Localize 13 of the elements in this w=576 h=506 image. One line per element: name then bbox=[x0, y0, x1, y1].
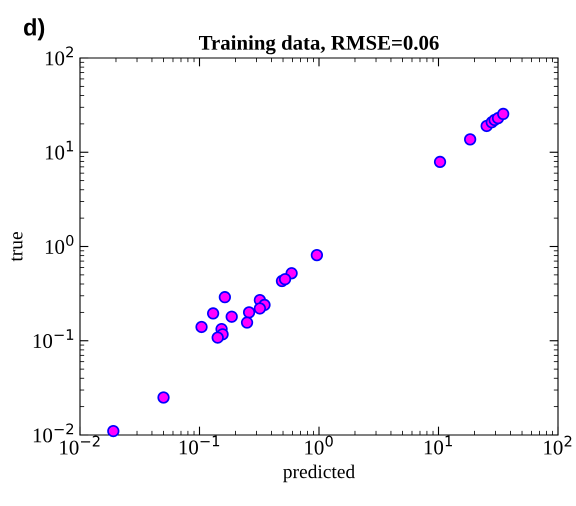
x-tick-label: 10$^{2}$ bbox=[544, 436, 572, 455]
x-axis-title: predicted bbox=[283, 464, 355, 482]
x-tick-label: 10$^{−1}$ bbox=[180, 436, 220, 454]
chart-title: Training data, RMSE=0.06 bbox=[198, 35, 439, 54]
y-tick-label: 10$^{−1}$ bbox=[34, 329, 74, 348]
y-tick-label: 10$^{0}$ bbox=[46, 234, 74, 254]
x-tick-label: 10$^{1}$ bbox=[424, 436, 452, 454]
y-tick-label: 10$^{2}$ bbox=[46, 46, 73, 66]
x-tick-label: 10$^{−2}$ bbox=[60, 436, 100, 455]
y-tick-label: 10$^{1}$ bbox=[46, 140, 74, 160]
x-tick-label: 10$^{0}$ bbox=[305, 436, 333, 455]
text: d) bbox=[24, 18, 44, 40]
y-axis-title: true bbox=[11, 232, 23, 262]
